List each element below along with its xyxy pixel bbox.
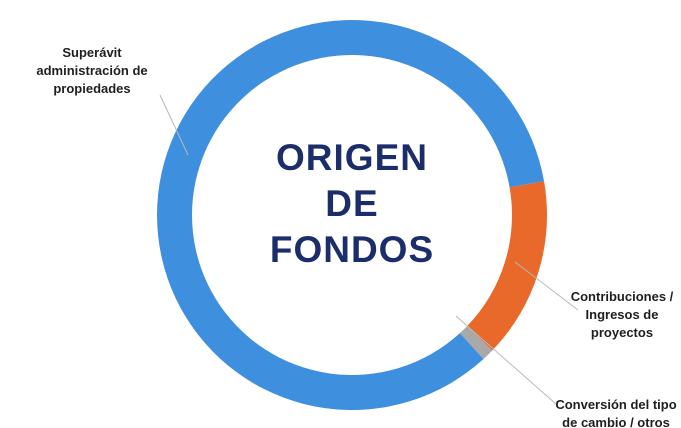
chart-title: ORIGEN DE FONDOS	[269, 137, 435, 270]
leader-line	[514, 261, 579, 311]
leader-line	[455, 315, 557, 405]
leader-line	[159, 94, 189, 156]
slice-label: Superávit administración de propiedades	[36, 45, 148, 96]
donut-slice	[459, 326, 493, 359]
slice-label: Conversión del tipo de cambio / otros	[555, 397, 677, 428]
slice-label: Contribuciones / Ingresos de proyectos	[570, 289, 674, 340]
donut-slice	[467, 181, 548, 351]
